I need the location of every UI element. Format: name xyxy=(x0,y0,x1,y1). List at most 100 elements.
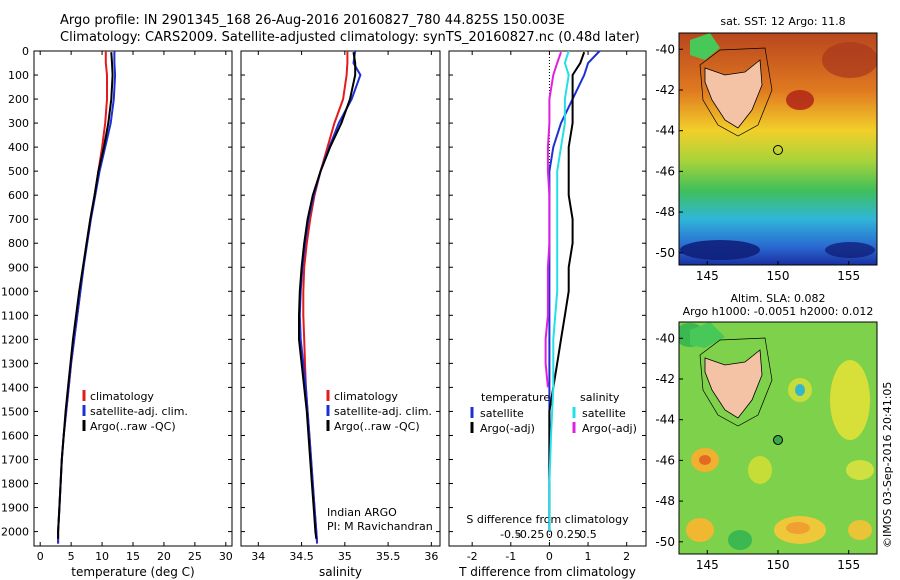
legend-label: satellite-adj. clim. xyxy=(90,405,188,418)
sla-patch xyxy=(748,456,772,484)
y-tick-label: 100 xyxy=(8,69,29,82)
legend-label: satellite-adj. clim. xyxy=(334,405,432,418)
y-tick-label: 600 xyxy=(8,189,29,202)
y-tick-label: 800 xyxy=(8,237,29,250)
x-tick-label: 25 xyxy=(188,550,202,563)
s-tick-label: 0.25 xyxy=(556,528,581,541)
legend-label: satellite xyxy=(582,407,626,420)
x-tick-label: 2 xyxy=(623,550,630,563)
s-tick-label: 0 xyxy=(546,528,553,541)
x-axis-label: temperature (deg C) xyxy=(71,565,194,579)
argo-position-marker xyxy=(773,145,783,155)
map-y-tick-label: -46 xyxy=(655,453,675,467)
legend-label: Argo(-adj) xyxy=(480,422,535,435)
bathymetry-contour xyxy=(699,47,773,137)
legend-label: climatology xyxy=(334,390,398,403)
x-tick-label: -2 xyxy=(467,550,478,563)
sst-warm-eddy xyxy=(786,90,814,110)
map-y-tick-label: -48 xyxy=(655,494,675,508)
y-tick-label: 500 xyxy=(8,165,29,178)
legend-label: Argo(..raw -QC) xyxy=(334,420,420,433)
map-x-tick-label: 150 xyxy=(767,558,790,572)
y-tick-label: 0 xyxy=(22,45,29,58)
sla-patch xyxy=(848,520,872,540)
argo-position-marker xyxy=(773,435,783,445)
y-tick-label: 1900 xyxy=(1,502,29,515)
x-tick-label: 36 xyxy=(424,550,438,563)
y-tick-label: 1700 xyxy=(1,453,29,466)
sla-map-title-2: Argo h1000: -0.0051 h2000: 0.012 xyxy=(683,305,874,318)
plot-frame xyxy=(33,50,233,547)
map-x-tick-label: 145 xyxy=(696,558,719,572)
x-axis-label: T difference from climatology xyxy=(458,565,636,579)
temperature-panel: 0100200300400500600700800900100011001200… xyxy=(1,45,233,579)
sla-patch xyxy=(686,518,714,542)
map-x-tick-label: 155 xyxy=(837,558,860,572)
legend-label: climatology xyxy=(90,390,154,403)
mainland-green xyxy=(690,33,720,60)
map-y-tick-label: -40 xyxy=(655,331,675,345)
x-tick-label: 0 xyxy=(546,550,553,563)
map-y-tick-label: -50 xyxy=(655,535,675,549)
x-tick-label: 35.5 xyxy=(376,550,401,563)
x-tick-label: 10 xyxy=(95,550,109,563)
y-tick-label: 2000 xyxy=(1,526,29,539)
sla-map-title-1: Altim. SLA: 0.082 xyxy=(730,292,825,305)
series-line-salinity-satellite xyxy=(548,50,570,532)
y-tick-label: 1000 xyxy=(1,285,29,298)
sla-patch xyxy=(786,522,810,534)
series-line-salinity-argo-adj- xyxy=(544,51,562,388)
series-line-argo-raw-qc- xyxy=(57,52,114,539)
legend-header-salinity: salinity xyxy=(580,391,620,404)
float-annotation: PI: M Ravichandran xyxy=(327,520,433,533)
sla-patch xyxy=(728,530,752,550)
sla-patch xyxy=(846,460,874,480)
map-y-tick-label: -42 xyxy=(655,83,675,97)
difference-panel: -2 -1 0 1 2 T difference from climatology S di… xyxy=(448,50,647,579)
y-tick-label: 400 xyxy=(8,141,29,154)
map-y-tick-label: -42 xyxy=(655,372,675,386)
map-y-tick-label: -46 xyxy=(655,164,675,178)
y-tick-label: 300 xyxy=(8,117,29,130)
legend-label: Argo(-adj) xyxy=(582,422,637,435)
x-tick-label: 34.5 xyxy=(289,550,314,563)
x-tick-label: 20 xyxy=(157,550,171,563)
s-tick-label: 0.5 xyxy=(579,528,597,541)
x-tick-label: 35 xyxy=(338,550,352,563)
x-axis-label: salinity xyxy=(319,565,362,579)
map-y-tick-label: -40 xyxy=(655,42,675,56)
tasmania-island xyxy=(704,349,763,419)
sla-patch xyxy=(699,455,711,465)
x-tick-label: 1 xyxy=(585,550,592,563)
map-y-tick-label: -44 xyxy=(655,124,675,138)
y-tick-label: 1100 xyxy=(1,309,29,322)
s-axis-label: S difference from climatology xyxy=(466,513,629,526)
salinity-panel: 34 34.5 35 35.5 36 salinity climatology satelli… xyxy=(240,50,441,579)
x-tick-label: 0 xyxy=(37,550,44,563)
x-tick-label: 5 xyxy=(68,550,75,563)
y-tick-label: 1300 xyxy=(1,357,29,370)
sst-cold-patch xyxy=(825,242,875,258)
series-line-argo-raw-qc- xyxy=(298,52,357,539)
map-y-tick-label: -44 xyxy=(655,413,675,427)
bathymetry-contour xyxy=(699,337,773,427)
map-y-tick-label: -50 xyxy=(655,246,675,260)
sla-patch xyxy=(795,384,805,396)
x-tick-label: 34 xyxy=(251,550,265,563)
sst-map-title: sat. SST: 12 Argo: 11.8 xyxy=(720,15,845,28)
header-line-2: Climatology: CARS2009. Satellite-adjuste… xyxy=(60,30,640,45)
map-x-tick-label: 150 xyxy=(767,269,790,283)
x-tick-label: -1 xyxy=(505,550,516,563)
legend-header-temperature: temperature xyxy=(481,391,550,404)
tasmania-island xyxy=(704,59,763,129)
x-tick-label: 15 xyxy=(126,550,140,563)
map-x-tick-label: 145 xyxy=(696,269,719,283)
sst-cold-patch xyxy=(680,240,760,260)
x-tick-label: 30 xyxy=(219,550,233,563)
map-x-tick-label: 155 xyxy=(837,269,860,283)
y-tick-label: 1200 xyxy=(1,333,29,346)
y-tick-label: 1400 xyxy=(1,381,29,394)
sst-map: sat. SST: 12 Argo: 11.8 145 150 155 -40 -42 -… xyxy=(655,15,878,283)
float-annotation: Indian ARGO xyxy=(327,506,397,519)
